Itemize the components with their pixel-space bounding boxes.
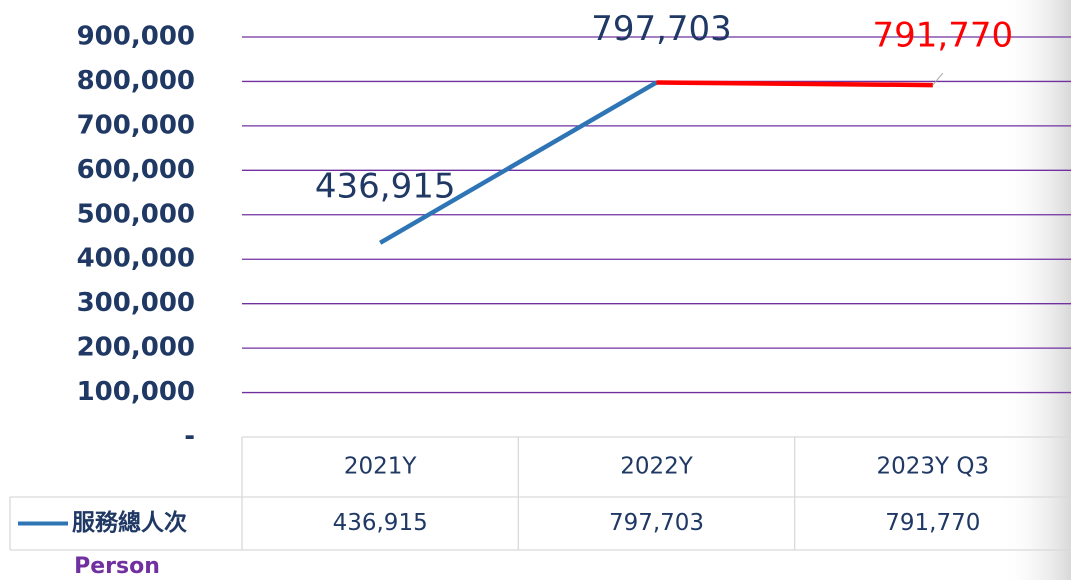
data-label: 436,915	[315, 166, 456, 206]
table-value: 797,703	[609, 510, 704, 536]
line-segment	[379, 80, 658, 245]
y-tick-label: 600,000	[77, 155, 195, 185]
legend-label: 服務總人次	[72, 509, 187, 536]
line-segment	[656, 80, 933, 88]
data-label: 791,770	[873, 16, 1014, 56]
y-tick-label: 700,000	[77, 110, 195, 140]
y-tick-label: -	[184, 422, 195, 452]
table-value: 436,915	[333, 510, 428, 536]
x-tick-label: 2021Y	[344, 454, 418, 480]
unit-label: Person	[74, 554, 160, 579]
y-tick-label: 400,000	[77, 244, 195, 274]
y-tick-label: 800,000	[77, 66, 195, 96]
background-shade	[1000, 0, 1071, 580]
y-tick-label: 500,000	[77, 199, 195, 229]
x-tick-label: 2022Y	[620, 454, 694, 480]
y-tick-label: 300,000	[77, 288, 195, 318]
data-label: 797,703	[591, 9, 732, 49]
y-tick-label: 900,000	[77, 22, 195, 52]
y-tick-label: 200,000	[77, 333, 195, 363]
y-tick-label: 100,000	[77, 377, 195, 407]
leader-line	[932, 72, 944, 86]
x-tick-label: 2023Y Q3	[877, 454, 990, 480]
table-value: 791,770	[885, 510, 980, 536]
